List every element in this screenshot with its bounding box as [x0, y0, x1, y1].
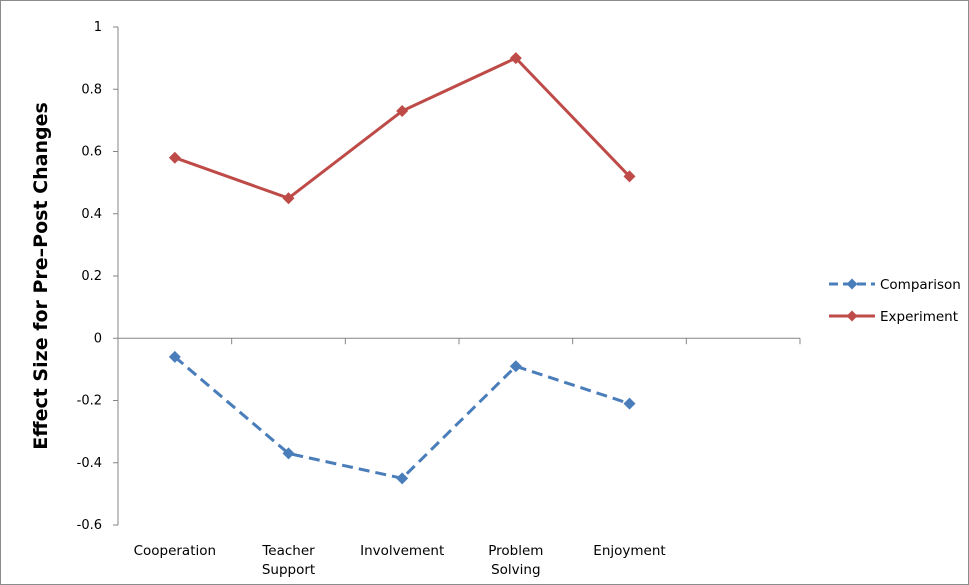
data-point: [168, 350, 181, 363]
series-experiment: [168, 52, 636, 205]
legend-label: Comparison: [880, 277, 961, 293]
x-axis-ticks: Cooperation Teacher Support Involvement Prob…: [117, 338, 801, 578]
data-point: [168, 151, 181, 164]
legend-item-comparison: Comparison: [829, 277, 961, 293]
data-point: [623, 397, 636, 410]
legend-marker: [846, 310, 858, 322]
series-comparison: [168, 350, 636, 485]
legend-marker: [846, 278, 858, 290]
y-tick-label: 0.2: [81, 269, 102, 284]
y-tick-label: -0.4: [77, 456, 102, 471]
data-point: [396, 105, 409, 118]
y-axis-ticks: 1 0.8 0.6 0.4 0.2 0 -0.2 -0.4 -0.6: [77, 20, 118, 533]
data-point: [623, 170, 636, 183]
y-tick-label: 0.8: [81, 82, 102, 97]
y-tick-label: 0.6: [81, 145, 102, 160]
y-tick-label: 0: [94, 331, 102, 346]
data-point: [396, 472, 409, 485]
data-point: [509, 360, 522, 373]
x-tick-label: Cooperation: [134, 543, 217, 559]
series-line: [173, 355, 630, 480]
y-tick-label: -0.6: [77, 518, 102, 533]
y-tick-label: -0.2: [77, 394, 102, 409]
series-layer: [168, 52, 636, 485]
x-tick-label: Problem Solving: [488, 543, 543, 578]
y-tick-label: 0.4: [81, 207, 102, 222]
legend-item-experiment: Experiment: [829, 309, 958, 325]
y-axis-label: Effect Size for Pre–Post Changes: [30, 102, 52, 450]
data-point: [509, 52, 522, 65]
series-line: [174, 56, 631, 200]
axes: [117, 27, 800, 525]
data-point: [282, 447, 295, 460]
x-tick-label: Teacher Support: [261, 543, 315, 578]
legend: Comparison Experiment: [829, 277, 961, 325]
data-point: [282, 192, 295, 205]
legend-label: Experiment: [880, 309, 958, 325]
x-tick-label: Involvement: [360, 543, 444, 559]
y-tick-label: 1: [94, 20, 102, 35]
x-tick-label: Enjoyment: [593, 543, 665, 559]
